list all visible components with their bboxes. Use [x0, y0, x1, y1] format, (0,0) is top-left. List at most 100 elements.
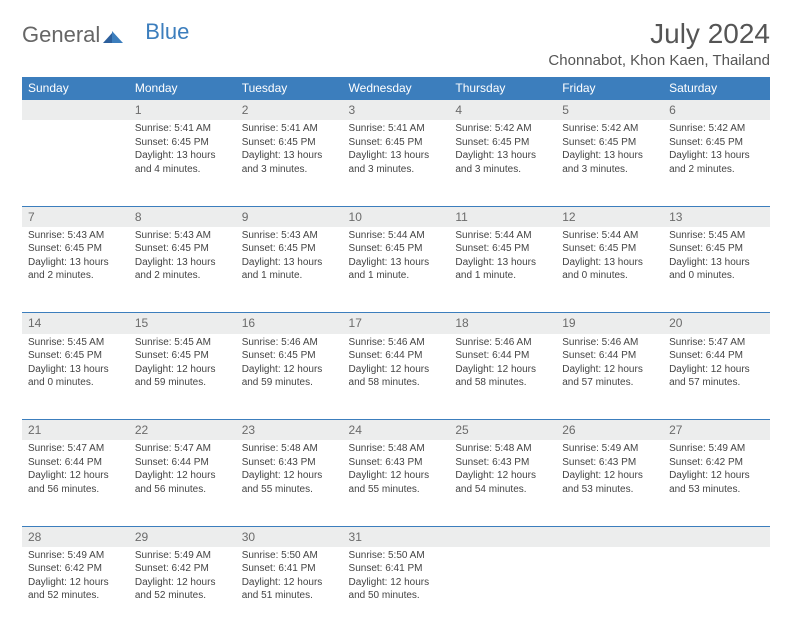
daylight-text: Daylight: 13 hours and 1 minute.: [455, 256, 550, 283]
day-cell: Sunrise: 5:46 AMSunset: 6:45 PMDaylight:…: [236, 334, 343, 420]
day-cell: Sunrise: 5:45 AMSunset: 6:45 PMDaylight:…: [129, 334, 236, 420]
day-number-cell: [22, 100, 129, 121]
weekday-header: Sunday: [22, 77, 129, 100]
day-cell: Sunrise: 5:49 AMSunset: 6:43 PMDaylight:…: [556, 440, 663, 526]
daylight-text: Daylight: 13 hours and 2 minutes.: [669, 149, 764, 176]
day-number-row: 123456: [22, 100, 770, 121]
day-content-row: Sunrise: 5:47 AMSunset: 6:44 PMDaylight:…: [22, 440, 770, 526]
daylight-text: Daylight: 13 hours and 2 minutes.: [28, 256, 123, 283]
weekday-header: Saturday: [663, 77, 770, 100]
sunset-text: Sunset: 6:45 PM: [242, 136, 337, 150]
day-number-cell: 11: [449, 206, 556, 227]
brand-part1: General: [22, 22, 100, 48]
day-number-cell: 20: [663, 313, 770, 334]
day-number-cell: 14: [22, 313, 129, 334]
day-cell: Sunrise: 5:41 AMSunset: 6:45 PMDaylight:…: [236, 120, 343, 206]
day-content-row: Sunrise: 5:45 AMSunset: 6:45 PMDaylight:…: [22, 334, 770, 420]
day-number-row: 28293031: [22, 526, 770, 547]
day-number-cell: 19: [556, 313, 663, 334]
sunset-text: Sunset: 6:45 PM: [455, 136, 550, 150]
weekday-header: Thursday: [449, 77, 556, 100]
day-cell: Sunrise: 5:46 AMSunset: 6:44 PMDaylight:…: [343, 334, 450, 420]
sunset-text: Sunset: 6:45 PM: [349, 136, 444, 150]
day-cell: Sunrise: 5:46 AMSunset: 6:44 PMDaylight:…: [449, 334, 556, 420]
day-number-cell: 6: [663, 100, 770, 121]
daylight-text: Daylight: 12 hours and 56 minutes.: [28, 469, 123, 496]
sunrise-text: Sunrise: 5:45 AM: [135, 336, 230, 350]
sunrise-text: Sunrise: 5:50 AM: [349, 549, 444, 563]
day-cell: Sunrise: 5:48 AMSunset: 6:43 PMDaylight:…: [343, 440, 450, 526]
sunset-text: Sunset: 6:44 PM: [455, 349, 550, 363]
sunset-text: Sunset: 6:44 PM: [669, 349, 764, 363]
sunrise-text: Sunrise: 5:48 AM: [349, 442, 444, 456]
daylight-text: Daylight: 12 hours and 50 minutes.: [349, 576, 444, 603]
daylight-text: Daylight: 13 hours and 4 minutes.: [135, 149, 230, 176]
sunrise-text: Sunrise: 5:46 AM: [349, 336, 444, 350]
day-cell: [663, 547, 770, 633]
day-number-cell: 25: [449, 420, 556, 441]
day-number-cell: 8: [129, 206, 236, 227]
day-cell: Sunrise: 5:49 AMSunset: 6:42 PMDaylight:…: [129, 547, 236, 633]
sunset-text: Sunset: 6:42 PM: [669, 456, 764, 470]
day-cell: [556, 547, 663, 633]
sunset-text: Sunset: 6:45 PM: [455, 242, 550, 256]
sunset-text: Sunset: 6:45 PM: [562, 242, 657, 256]
weekday-header-row: SundayMondayTuesdayWednesdayThursdayFrid…: [22, 77, 770, 100]
sunset-text: Sunset: 6:45 PM: [135, 349, 230, 363]
sunset-text: Sunset: 6:44 PM: [562, 349, 657, 363]
day-number-cell: 21: [22, 420, 129, 441]
day-cell: [449, 547, 556, 633]
daylight-text: Daylight: 12 hours and 53 minutes.: [562, 469, 657, 496]
sunrise-text: Sunrise: 5:42 AM: [455, 122, 550, 136]
day-number-cell: 26: [556, 420, 663, 441]
day-number-cell: 7: [22, 206, 129, 227]
title-block: July 2024 Chonnabot, Khon Kaen, Thailand: [548, 18, 770, 69]
sunset-text: Sunset: 6:45 PM: [562, 136, 657, 150]
day-content-row: Sunrise: 5:41 AMSunset: 6:45 PMDaylight:…: [22, 120, 770, 206]
day-number-cell: [556, 526, 663, 547]
calendar-table: SundayMondayTuesdayWednesdayThursdayFrid…: [22, 77, 770, 633]
day-number-cell: 16: [236, 313, 343, 334]
day-number-cell: [449, 526, 556, 547]
daylight-text: Daylight: 12 hours and 56 minutes.: [135, 469, 230, 496]
day-number-cell: 10: [343, 206, 450, 227]
daylight-text: Daylight: 13 hours and 1 minute.: [242, 256, 337, 283]
day-number-cell: 4: [449, 100, 556, 121]
daylight-text: Daylight: 12 hours and 54 minutes.: [455, 469, 550, 496]
day-number-cell: 30: [236, 526, 343, 547]
day-cell: Sunrise: 5:45 AMSunset: 6:45 PMDaylight:…: [663, 227, 770, 313]
day-number-cell: 24: [343, 420, 450, 441]
day-number-cell: 13: [663, 206, 770, 227]
daylight-text: Daylight: 12 hours and 52 minutes.: [28, 576, 123, 603]
day-number-cell: 1: [129, 100, 236, 121]
sunset-text: Sunset: 6:45 PM: [28, 242, 123, 256]
weekday-header: Monday: [129, 77, 236, 100]
sunrise-text: Sunrise: 5:45 AM: [669, 229, 764, 243]
sunset-text: Sunset: 6:45 PM: [135, 136, 230, 150]
sunset-text: Sunset: 6:44 PM: [28, 456, 123, 470]
day-number-cell: 2: [236, 100, 343, 121]
sunset-text: Sunset: 6:45 PM: [669, 136, 764, 150]
sunrise-text: Sunrise: 5:46 AM: [562, 336, 657, 350]
sunrise-text: Sunrise: 5:42 AM: [562, 122, 657, 136]
day-number-cell: 31: [343, 526, 450, 547]
day-cell: Sunrise: 5:44 AMSunset: 6:45 PMDaylight:…: [449, 227, 556, 313]
day-cell: Sunrise: 5:47 AMSunset: 6:44 PMDaylight:…: [663, 334, 770, 420]
daylight-text: Daylight: 12 hours and 59 minutes.: [135, 363, 230, 390]
sunset-text: Sunset: 6:44 PM: [135, 456, 230, 470]
day-number-cell: 29: [129, 526, 236, 547]
day-number-cell: 17: [343, 313, 450, 334]
sunset-text: Sunset: 6:43 PM: [562, 456, 657, 470]
sunrise-text: Sunrise: 5:47 AM: [135, 442, 230, 456]
sunrise-text: Sunrise: 5:43 AM: [135, 229, 230, 243]
sunrise-text: Sunrise: 5:44 AM: [562, 229, 657, 243]
day-cell: Sunrise: 5:48 AMSunset: 6:43 PMDaylight:…: [449, 440, 556, 526]
sunset-text: Sunset: 6:45 PM: [28, 349, 123, 363]
brand-logo: General Blue: [22, 18, 189, 48]
day-number-cell: 23: [236, 420, 343, 441]
sunrise-text: Sunrise: 5:41 AM: [349, 122, 444, 136]
daylight-text: Daylight: 13 hours and 3 minutes.: [242, 149, 337, 176]
brand-part2: Blue: [145, 19, 189, 45]
day-cell: Sunrise: 5:43 AMSunset: 6:45 PMDaylight:…: [22, 227, 129, 313]
sunrise-text: Sunrise: 5:45 AM: [28, 336, 123, 350]
